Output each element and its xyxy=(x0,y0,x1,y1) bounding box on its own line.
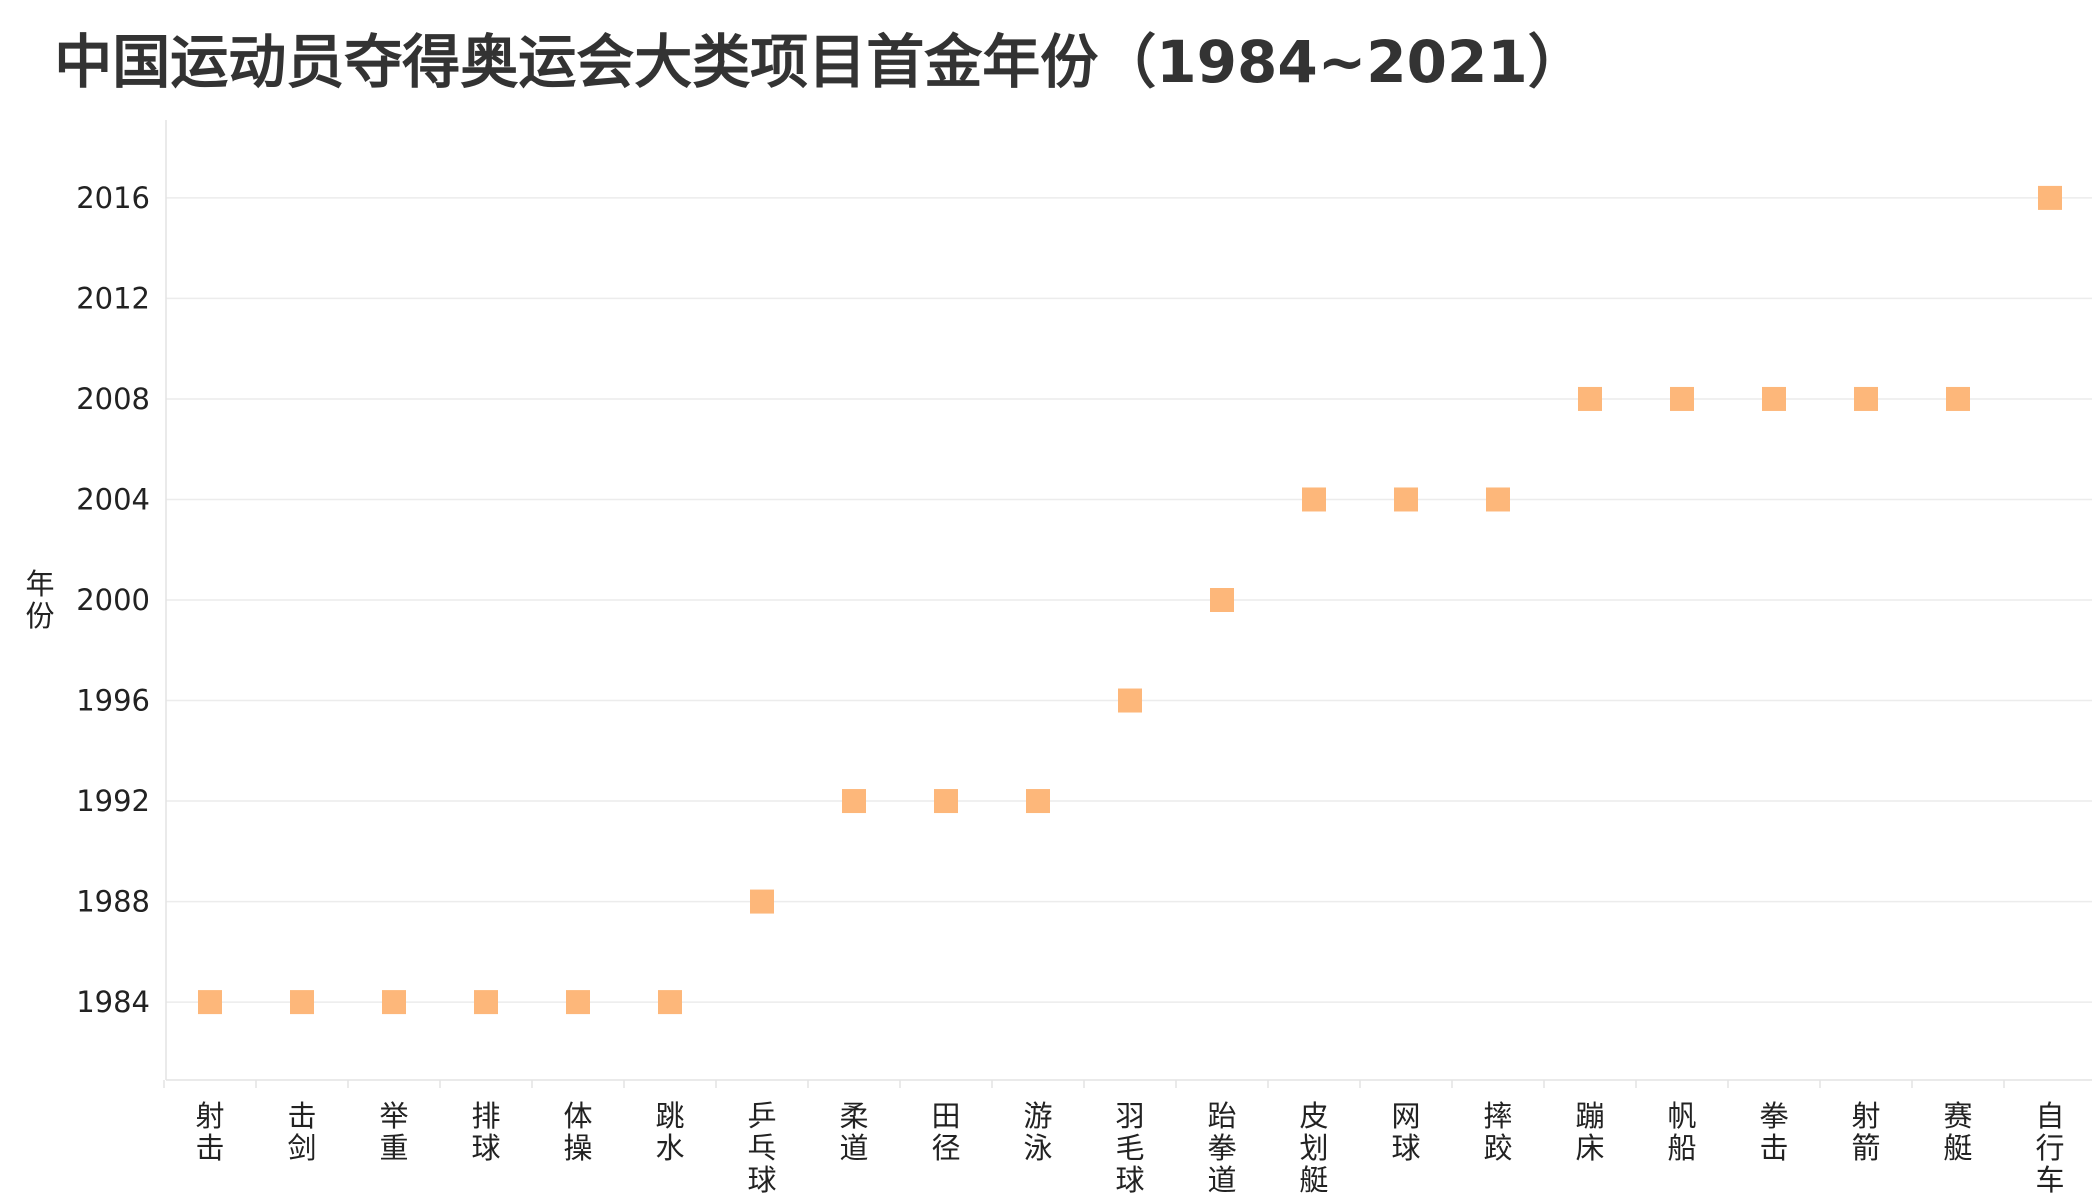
x-tick-label: 蹦床 xyxy=(1575,1099,1604,1165)
x-tick-label: 排球 xyxy=(471,1099,500,1165)
data-points xyxy=(198,185,2062,1015)
gridlines xyxy=(166,197,2092,1003)
data-point xyxy=(1946,386,1970,411)
axes xyxy=(165,120,2092,1081)
data-point xyxy=(382,990,406,1015)
data-point xyxy=(198,990,222,1015)
data-point xyxy=(2038,185,2062,210)
data-point xyxy=(1762,386,1786,411)
data-point xyxy=(934,789,958,814)
x-tick-label: 羽毛球 xyxy=(1115,1099,1144,1197)
data-point xyxy=(1302,487,1326,512)
data-point xyxy=(566,990,590,1015)
data-point xyxy=(1210,588,1234,612)
y-tick-label: 2016 xyxy=(76,181,150,215)
data-point xyxy=(1118,688,1142,713)
data-point xyxy=(1394,487,1418,512)
y-tick-label: 1992 xyxy=(76,784,150,818)
x-tick-label: 网球 xyxy=(1391,1099,1420,1165)
data-point xyxy=(474,990,498,1015)
x-tick-label: 举重 xyxy=(379,1099,408,1165)
data-point xyxy=(1026,789,1050,814)
x-tick-label: 跆拳道 xyxy=(1207,1099,1236,1197)
x-tick-label: 自行车 xyxy=(2035,1099,2064,1197)
chart-title: 中国运动员夺得奥运会大类项目首金年份（1984~2021） xyxy=(54,28,1585,96)
y-tick-label: 1984 xyxy=(76,985,150,1019)
data-point xyxy=(290,990,314,1015)
x-tick-label: 田径 xyxy=(931,1099,960,1165)
y-axis-ticks: 1984 1988 1992 1996 2000 2004 2008 2012 2016 xyxy=(76,181,150,1019)
y-axis-label: 年份 xyxy=(25,567,54,633)
data-point xyxy=(842,789,866,814)
data-point xyxy=(750,889,774,914)
y-tick-label: 2004 xyxy=(76,482,150,516)
x-tick-label: 拳击 xyxy=(1759,1099,1788,1165)
x-tick-label: 跳水 xyxy=(655,1099,684,1165)
x-tick-label: 赛艇 xyxy=(1943,1099,1972,1165)
y-tick-label: 2008 xyxy=(76,382,150,416)
y-tick-label: 2000 xyxy=(76,583,150,617)
x-tick-label: 游泳 xyxy=(1023,1099,1052,1165)
x-tick-label: 柔道 xyxy=(839,1099,868,1165)
x-tick-label: 射击 xyxy=(195,1099,224,1165)
data-point xyxy=(1486,487,1510,512)
data-point xyxy=(658,990,682,1015)
data-point xyxy=(1670,386,1694,411)
x-tick-label: 帆船 xyxy=(1667,1099,1696,1165)
x-tick-label: 射箭 xyxy=(1851,1099,1880,1165)
x-tick-label: 皮划艇 xyxy=(1299,1099,1328,1197)
x-tick-label: 摔跤 xyxy=(1483,1099,1512,1165)
x-tick-label: 乒乓球 xyxy=(747,1099,776,1197)
y-tick-label: 1988 xyxy=(76,885,150,919)
x-tick-label: 体操 xyxy=(563,1099,592,1165)
y-tick-label: 2012 xyxy=(76,281,150,315)
y-tick-label: 1996 xyxy=(76,684,150,718)
x-tick-label: 击剑 xyxy=(287,1099,316,1165)
data-point xyxy=(1854,386,1878,411)
data-point xyxy=(1578,386,1602,411)
